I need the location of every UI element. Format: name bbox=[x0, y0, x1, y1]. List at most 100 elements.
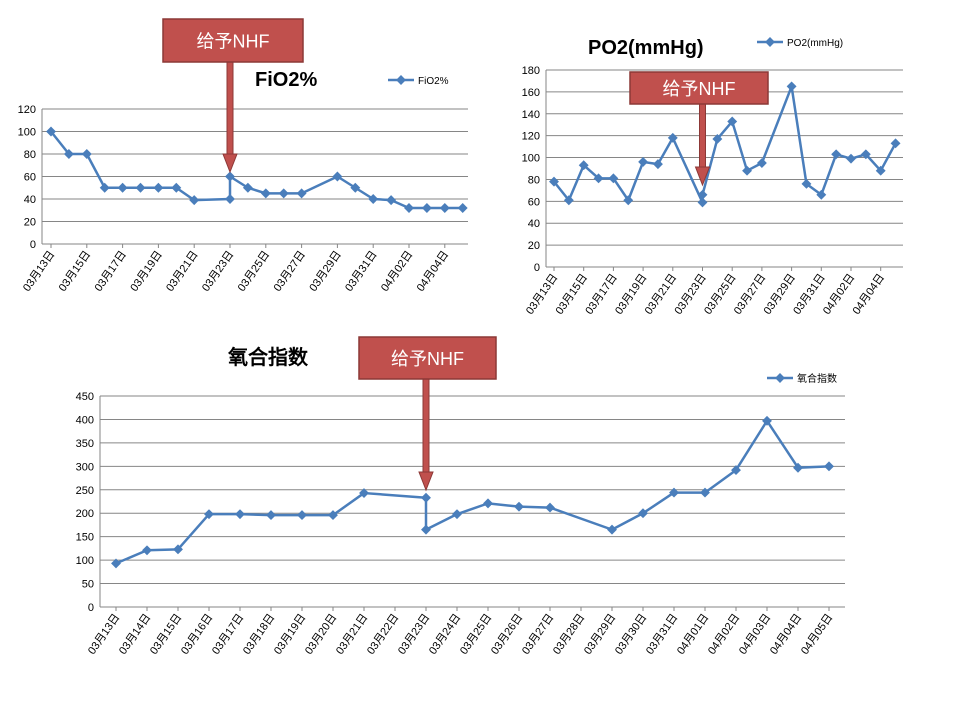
data-point bbox=[890, 138, 901, 149]
callout-arrow-shaft bbox=[226, 61, 234, 157]
data-point bbox=[545, 502, 555, 513]
data-point bbox=[278, 188, 289, 199]
data-point bbox=[700, 487, 710, 498]
data-point bbox=[607, 524, 617, 535]
y-tick-label: 100 bbox=[76, 555, 94, 567]
data-point bbox=[46, 126, 56, 137]
chart-title: PO2(mmHg) bbox=[588, 37, 704, 59]
x-tick-label: 03月23日 bbox=[200, 249, 236, 294]
data-point bbox=[296, 188, 307, 199]
data-point bbox=[439, 203, 450, 213]
callout-arrow-head bbox=[694, 166, 711, 187]
data-point bbox=[421, 492, 431, 503]
x-tick-label: 04月05日 bbox=[799, 612, 835, 657]
y-tick-label: 0 bbox=[534, 262, 540, 274]
x-tick-label: 03月13日 bbox=[21, 249, 57, 294]
x-tick-label: 03月21日 bbox=[164, 249, 200, 294]
data-point bbox=[563, 195, 574, 206]
data-point bbox=[350, 182, 361, 193]
data-point bbox=[225, 194, 235, 204]
y-tick-label: 140 bbox=[522, 109, 540, 121]
data-point bbox=[875, 165, 886, 176]
data-point bbox=[332, 171, 343, 182]
y-tick-label: 50 bbox=[82, 579, 94, 591]
series-line bbox=[115, 419, 830, 565]
data-point bbox=[712, 134, 723, 144]
data-point bbox=[742, 165, 752, 176]
legend-marker bbox=[775, 373, 785, 383]
data-point bbox=[860, 149, 871, 160]
data-point bbox=[816, 189, 827, 200]
y-tick-label: 300 bbox=[76, 461, 94, 473]
callout-arrow-shaft bbox=[422, 378, 430, 475]
data-point bbox=[669, 487, 679, 498]
x-tick-label: 03月25日 bbox=[236, 249, 272, 294]
y-tick-label: 100 bbox=[522, 153, 540, 165]
legend-label: 氧合指数 bbox=[797, 372, 837, 385]
data-point bbox=[117, 182, 128, 193]
data-point bbox=[368, 194, 379, 204]
x-tick-label: 03月31日 bbox=[343, 249, 379, 294]
data-point bbox=[731, 465, 741, 476]
y-tick-label: 40 bbox=[24, 194, 36, 206]
legend-marker bbox=[396, 75, 406, 85]
chart-3: 05010015020025030035040045003月13日03月14日0… bbox=[76, 336, 845, 657]
y-tick-label: 20 bbox=[24, 217, 36, 229]
data-point bbox=[831, 149, 842, 160]
y-tick-label: 120 bbox=[522, 131, 540, 143]
data-point bbox=[153, 182, 164, 193]
legend-label: PO2(mmHg) bbox=[787, 38, 843, 49]
data-point bbox=[142, 545, 152, 556]
data-point bbox=[99, 182, 110, 193]
x-tick-label: 04月04日 bbox=[415, 249, 451, 294]
data-point bbox=[638, 156, 649, 167]
data-point bbox=[578, 160, 589, 171]
data-point bbox=[171, 182, 182, 193]
y-tick-label: 200 bbox=[76, 508, 94, 520]
data-point bbox=[421, 524, 431, 535]
data-point bbox=[452, 509, 462, 520]
data-point bbox=[225, 171, 235, 182]
y-tick-label: 60 bbox=[24, 172, 36, 184]
callout-box bbox=[162, 18, 304, 63]
y-tick-label: 180 bbox=[522, 65, 540, 77]
data-point bbox=[756, 158, 767, 168]
data-point bbox=[242, 182, 253, 193]
data-point bbox=[514, 501, 524, 512]
y-tick-label: 0 bbox=[88, 602, 94, 614]
data-point bbox=[608, 173, 619, 184]
y-tick-label: 60 bbox=[528, 196, 540, 208]
data-point bbox=[801, 178, 812, 189]
data-point bbox=[135, 182, 146, 193]
data-point bbox=[328, 510, 338, 521]
x-tick-label: 04月02日 bbox=[379, 249, 415, 294]
callout-text: 给予NHF bbox=[391, 349, 464, 369]
y-tick-label: 80 bbox=[24, 149, 36, 161]
data-point bbox=[824, 461, 834, 472]
data-point bbox=[549, 176, 559, 187]
data-point bbox=[173, 544, 183, 555]
data-point bbox=[81, 149, 92, 159]
data-point bbox=[111, 558, 121, 569]
y-tick-label: 450 bbox=[76, 391, 94, 403]
legend: PO2(mmHg) bbox=[757, 37, 843, 49]
y-tick-label: 350 bbox=[76, 438, 94, 450]
callout-box bbox=[629, 71, 769, 105]
series-line bbox=[50, 130, 463, 210]
x-tick-label: 03月15日 bbox=[57, 249, 93, 294]
data-point bbox=[235, 509, 245, 520]
data-point bbox=[667, 132, 678, 143]
chart-title: 氧合指数 bbox=[227, 345, 309, 369]
legend: FiO2% bbox=[388, 75, 449, 87]
data-point bbox=[483, 498, 493, 509]
y-tick-label: 400 bbox=[76, 414, 94, 426]
callout-arrow-head bbox=[418, 471, 434, 492]
data-point bbox=[697, 197, 708, 208]
data-point bbox=[457, 203, 468, 213]
data-point bbox=[63, 149, 74, 159]
data-point bbox=[697, 189, 708, 200]
x-tick-label: 03月17日 bbox=[93, 249, 129, 294]
y-tick-label: 100 bbox=[18, 127, 36, 139]
